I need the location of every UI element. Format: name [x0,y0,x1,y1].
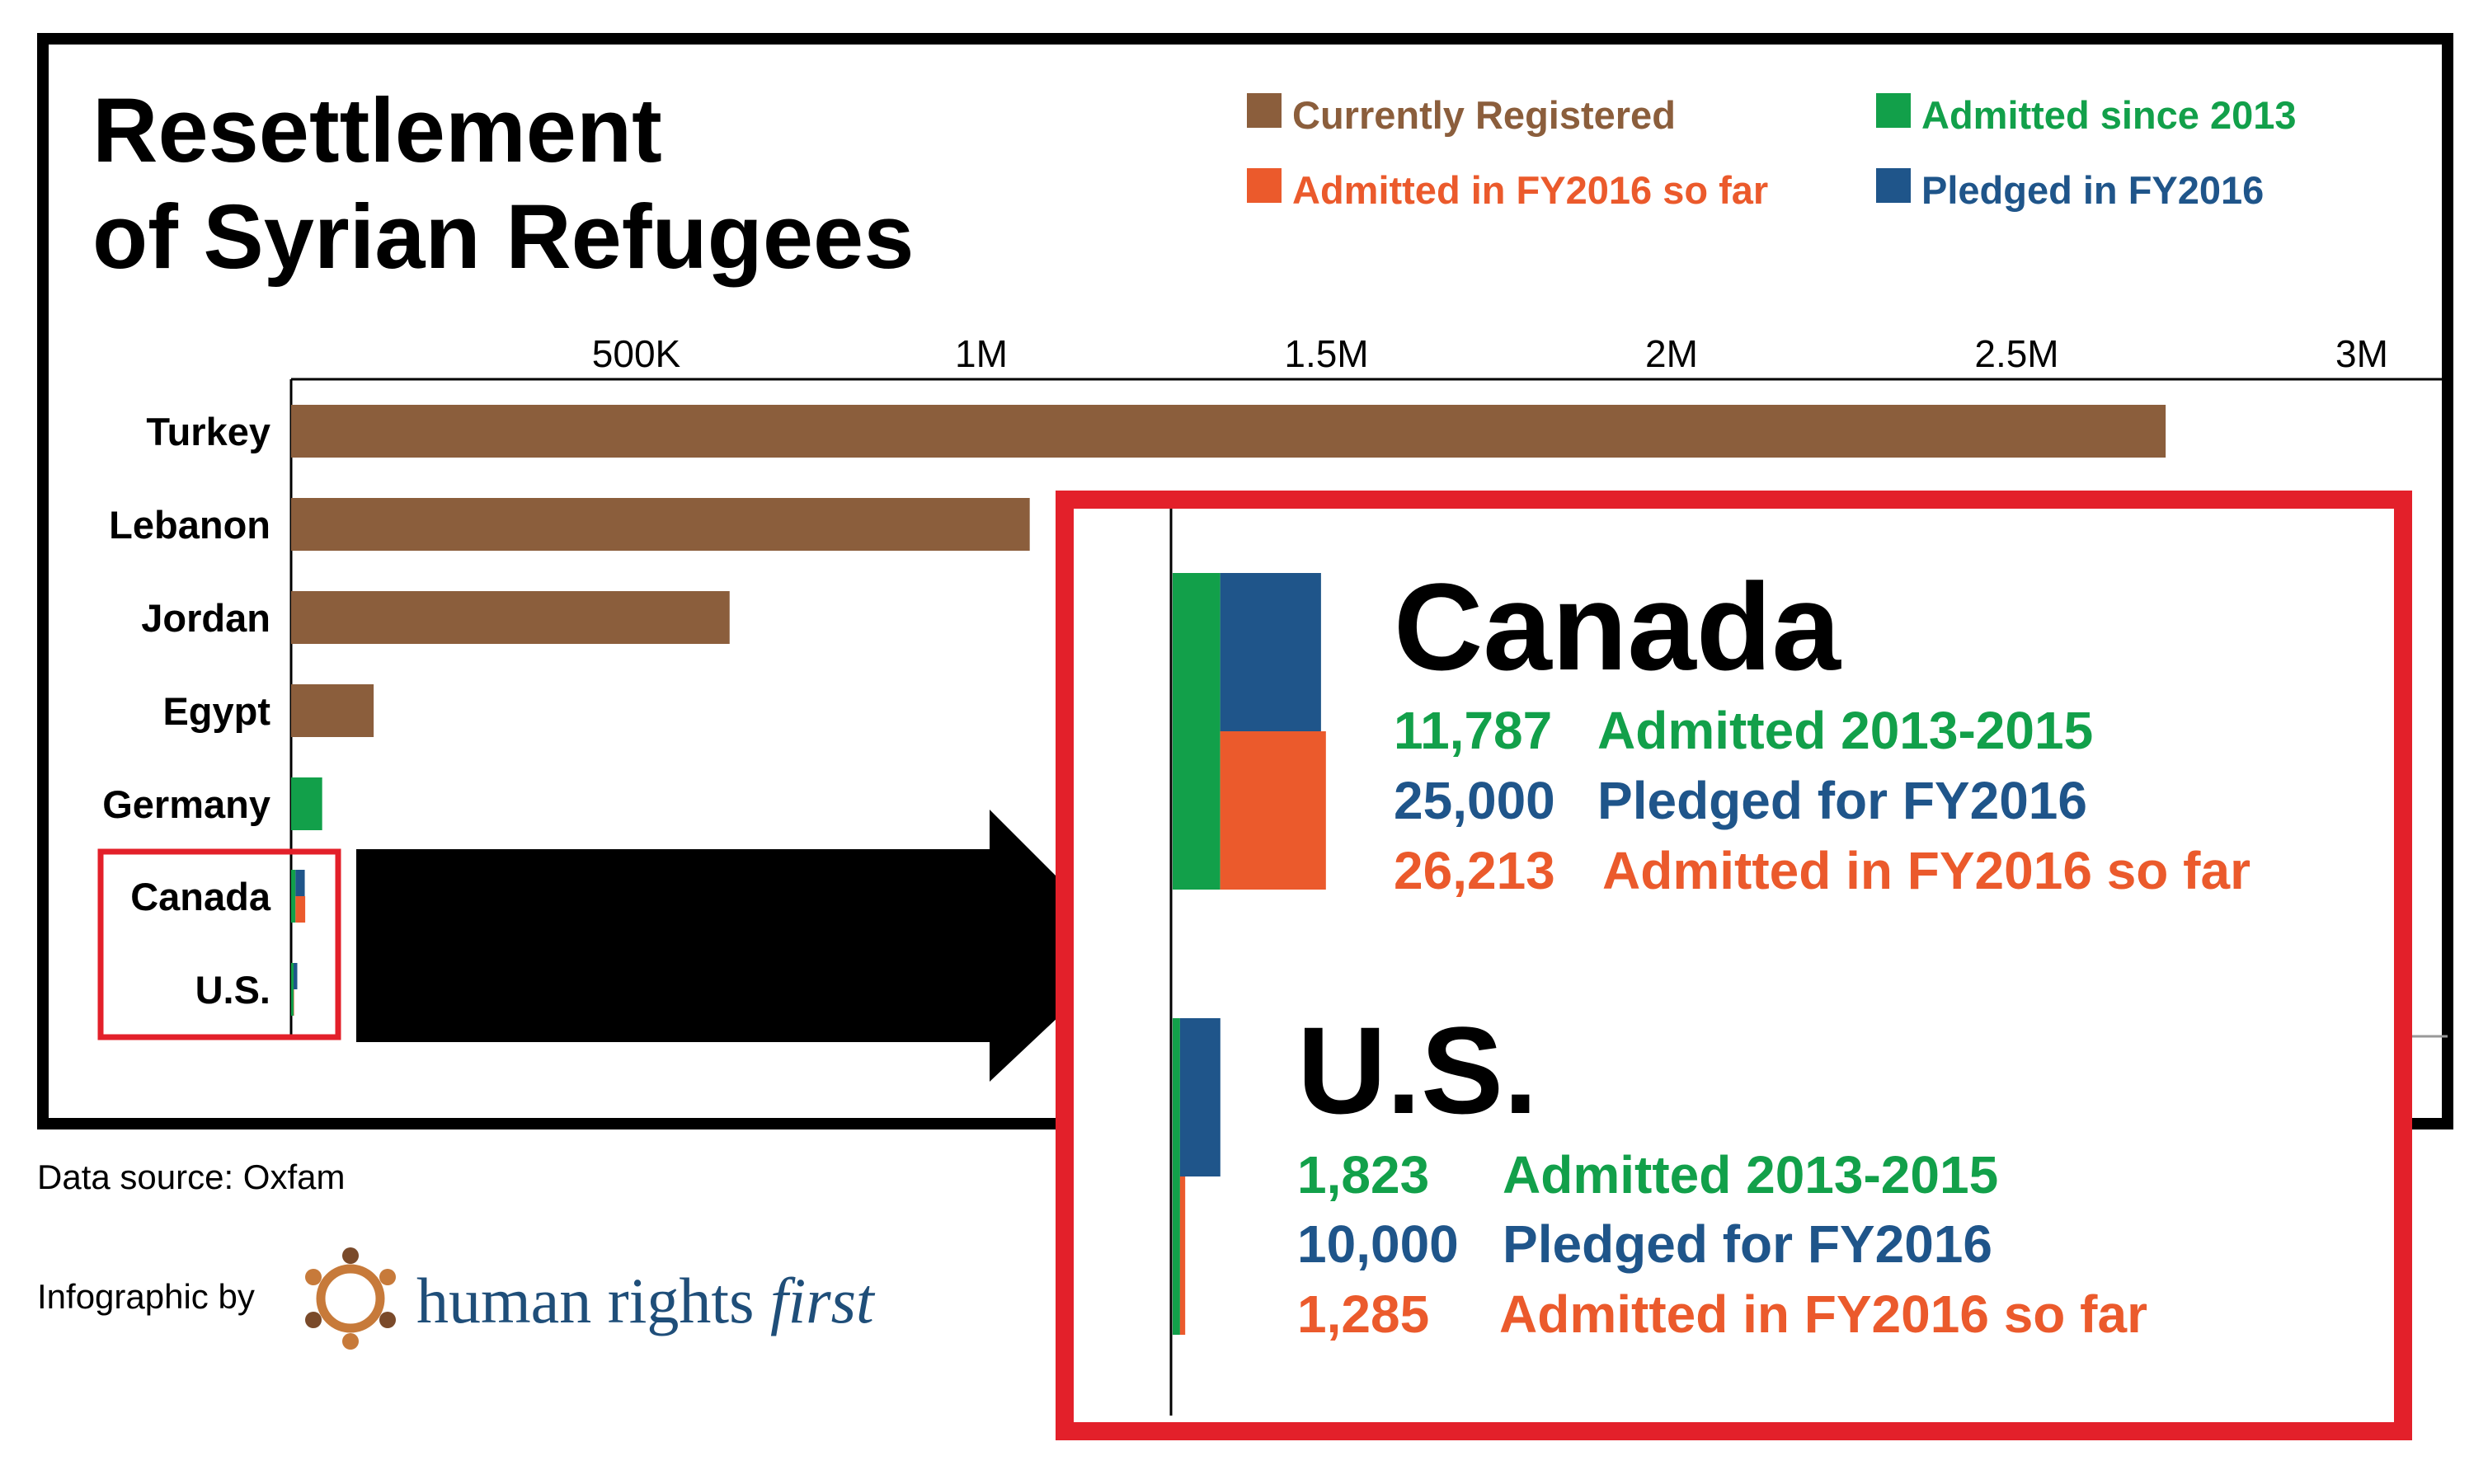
zoom-bar-pledged-fy2016 [1179,1018,1220,1176]
logo-figure-head [379,1312,396,1328]
legend-swatch-registered [1247,93,1282,128]
bar-pledged-fy2016 [294,963,298,989]
legend-label-pledged: Pledged in FY2016 [1921,168,2264,212]
credit-label: Infographic by [37,1277,255,1316]
legend-swatch-pledged [1876,168,1911,203]
callout-canada-title: Canada [1394,557,1841,696]
brand-name-italic: first [770,1265,876,1336]
logo-figure-head [342,1333,359,1350]
x-tick-label: 2.5M [1974,332,2058,375]
x-tick-label: 1M [955,332,1008,375]
callout-canada-pledged-value: 25,000 [1394,771,1555,830]
category-label: U.S. [195,968,270,1012]
bar-registered [291,405,2166,458]
callout-us-fy2016-label: Admitted in FY2016 so far [1499,1284,2147,1344]
category-label: Germany [102,782,270,826]
callout-canada-pledged-label: Pledged for FY2016 [1597,771,2087,830]
callout-canada-fy2016-value: 26,213 [1394,841,1555,900]
zoom-bar-admitted-since-2013 [1173,573,1220,890]
x-axis: 500K 1M 1.5M 2M 2.5M 3M [291,332,2448,381]
category-label: Turkey [146,410,270,453]
callout-us-admitted-value: 1,823 [1297,1145,1429,1205]
callout-us-title: U.S. [1297,1001,1538,1139]
logo-figure-head [342,1247,359,1264]
category-label: Lebanon [109,503,270,547]
callout-us-fy2016-value: 1,285 [1297,1284,1429,1344]
data-source: Data source: Oxfam [37,1158,345,1196]
logo-ring [316,1264,385,1333]
logo-figure-head [305,1312,322,1328]
small-highlight-box [97,848,341,1040]
callout-us-pledged-label: Pledged for FY2016 [1503,1214,1992,1274]
callout-canada-admitted-label: Admitted 2013-2015 [1597,701,2093,760]
legend-swatch-admitted-fy2016 [1247,168,1282,203]
x-tick-label: 1.5M [1284,332,1368,375]
pointer-arrow [356,810,1130,1082]
logo-figure-head [379,1269,396,1285]
legend-label-admitted-fy2016: Admitted in FY2016 so far [1292,168,1768,212]
bar-registered [291,498,1030,551]
x-tick-label: 2M [1645,332,1698,375]
zoom-bar-admitted-fy2016 [1220,731,1326,890]
callout-canada-admitted-value: 11,787 [1394,701,1552,760]
callout-us-pledged-value: 10,000 [1297,1214,1459,1274]
logo-icon [305,1247,396,1350]
zoom-bars [1173,573,1326,1335]
bar-group [291,405,2166,1016]
zoom-bar-admitted-fy2016 [1179,1176,1186,1335]
bar-admitted-since-2013 [291,963,294,1016]
x-tick-label: 3M [2335,332,2388,375]
category-labels: Turkey Lebanon Jordan Egypt Germany Canada U.S… [102,410,271,1012]
legend: Currently Registered Admitted since 2013… [1247,93,2297,212]
bar-registered [291,591,730,644]
brand-name: human rights first [416,1265,876,1336]
category-label: Egypt [162,689,270,733]
zoom-bar-pledged-fy2016 [1220,573,1321,731]
bar-admitted-since-2013 [291,777,322,830]
callout-canada-fy2016-label: Admitted in FY2016 so far [1602,841,2250,900]
bar-admitted-fy2016 [295,896,306,923]
callout-us-admitted-label: Admitted 2013-2015 [1503,1145,1998,1205]
legend-label-registered: Currently Registered [1292,93,1676,137]
category-label: Canada [130,875,271,918]
brand-name-regular: human rights [416,1265,754,1336]
bar-admitted-since-2013 [291,870,296,923]
chart-title-line1: Resettlement [92,80,662,181]
zoom-bar-admitted-since-2013 [1173,1018,1180,1335]
x-tick-label: 500K [592,332,681,375]
logo-figure-head [305,1269,322,1285]
category-label: Jordan [141,596,270,640]
bar-registered [291,684,374,737]
legend-label-admitted-since-2013: Admitted since 2013 [1921,93,2297,137]
chart-title-line2: of Syrian Refugees [92,186,914,288]
legend-swatch-admitted-since-2013 [1876,93,1911,128]
bar-pledged-fy2016 [295,870,305,896]
